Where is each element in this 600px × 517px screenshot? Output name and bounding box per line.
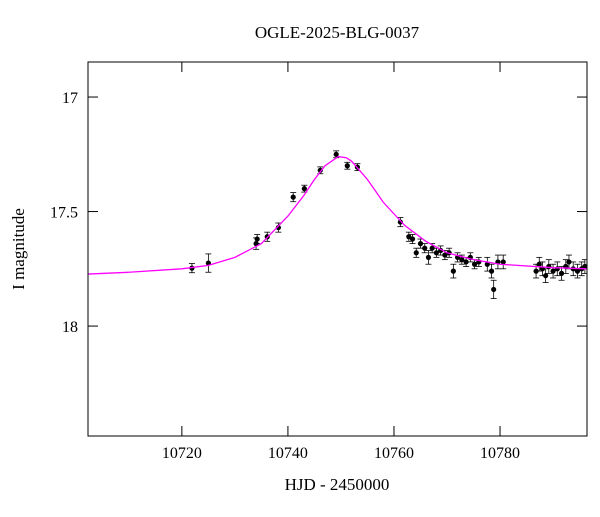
data-point — [463, 259, 469, 265]
data-point — [413, 250, 419, 256]
data-point — [459, 257, 465, 263]
data-point — [543, 273, 549, 279]
plot-clip-group — [88, 150, 587, 299]
data-point — [558, 270, 565, 276]
data-point — [536, 261, 542, 267]
data-point — [582, 263, 587, 270]
y-tick-label: 17 — [62, 90, 78, 107]
x-tick-label: 10780 — [480, 445, 520, 462]
data-point — [422, 245, 428, 251]
data-point — [344, 163, 350, 169]
data-point — [574, 268, 581, 274]
chart-title: OGLE-2025-BLG-0037 — [255, 23, 420, 42]
data-point — [406, 234, 412, 240]
data-point — [417, 241, 424, 247]
data-point — [546, 263, 552, 270]
data-point — [429, 245, 435, 251]
data-point — [433, 250, 439, 256]
data-point — [484, 261, 490, 267]
data-point — [500, 259, 506, 265]
data-point — [254, 236, 260, 242]
plot-frame — [87, 61, 588, 437]
x-axis-label: HJD - 2450000 — [285, 475, 390, 494]
x-tick-label: 10740 — [268, 445, 308, 462]
data-point — [566, 259, 572, 265]
data-point — [333, 151, 339, 157]
x-tick-label: 10720 — [162, 445, 202, 462]
data-point — [533, 268, 539, 274]
data-point — [450, 268, 456, 274]
data-point — [554, 266, 560, 272]
x-tick-label: 10760 — [374, 445, 414, 462]
data-point — [550, 268, 556, 274]
y-tick-label: 18 — [62, 319, 78, 336]
data-point — [317, 167, 323, 173]
data-point — [442, 252, 448, 258]
data-point — [488, 268, 495, 274]
y-axis-label: I magnitude — [9, 208, 28, 290]
model-curve — [88, 155, 587, 275]
data-point — [409, 236, 416, 242]
data-point — [301, 186, 307, 192]
data-point — [275, 224, 281, 231]
data-point — [491, 286, 497, 293]
y-tick-label: 17.5 — [50, 205, 78, 222]
data-point — [290, 194, 296, 200]
data-point — [397, 219, 403, 225]
plot-area — [88, 150, 587, 299]
data-point — [471, 261, 478, 267]
data-point — [425, 254, 432, 260]
